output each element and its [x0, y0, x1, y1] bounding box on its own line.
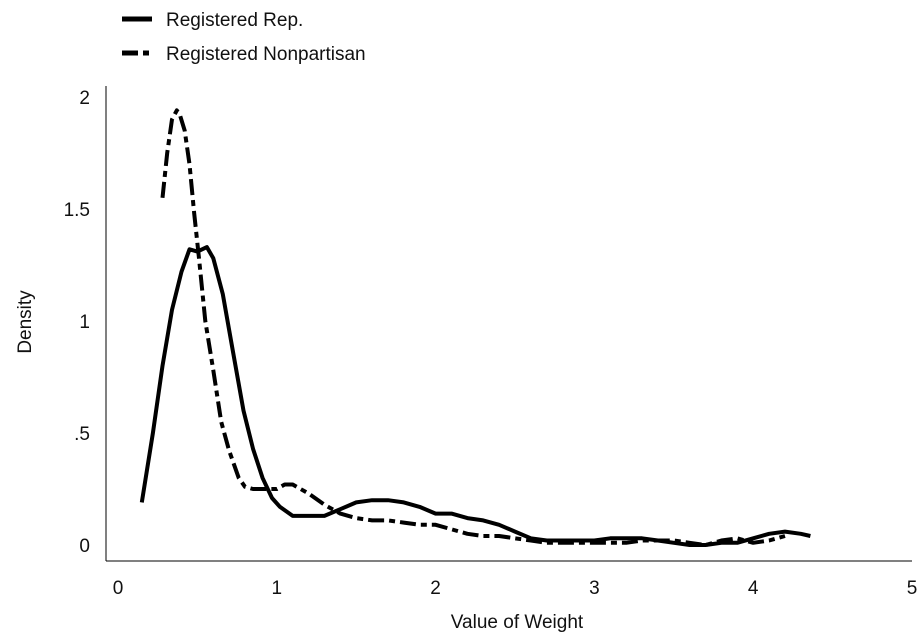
x-tick-labels: 0 1 2 3 4 5: [113, 578, 918, 599]
x-axis-label: Value of Weight: [451, 612, 584, 633]
series-line-registered-nonpartisan: [160, 108, 786, 547]
legend-label-registered-rep: Registered Rep.: [166, 10, 303, 31]
series-layer: [139, 108, 811, 547]
y-tick-label: 1: [79, 312, 90, 333]
x-tick-label: 5: [907, 578, 918, 599]
y-tick-label: .5: [74, 424, 90, 445]
x-tick-label: 4: [748, 578, 759, 599]
x-tick-label: 0: [113, 578, 124, 599]
x-tick-label: 2: [430, 578, 441, 599]
x-tick-label: 1: [272, 578, 283, 599]
series-line-registered-rep: [139, 245, 811, 547]
x-tick-label: 3: [589, 578, 600, 599]
y-tick-label: 2: [79, 88, 90, 109]
axes: [105, 86, 912, 562]
y-axis-label: Density: [15, 290, 36, 354]
legend-entry-registered-nonpartisan: Registered Nonpartisan: [122, 44, 366, 65]
y-tick-labels: 0 .5 1 1.5 2: [64, 88, 90, 557]
y-tick-label: 0: [79, 536, 90, 557]
legend-entry-registered-rep: Registered Rep.: [122, 10, 303, 31]
legend-label-registered-nonpartisan: Registered Nonpartisan: [166, 44, 366, 65]
y-tick-label: 1.5: [64, 200, 90, 221]
legend: Registered Rep. Registered Nonpartisan: [122, 10, 366, 65]
